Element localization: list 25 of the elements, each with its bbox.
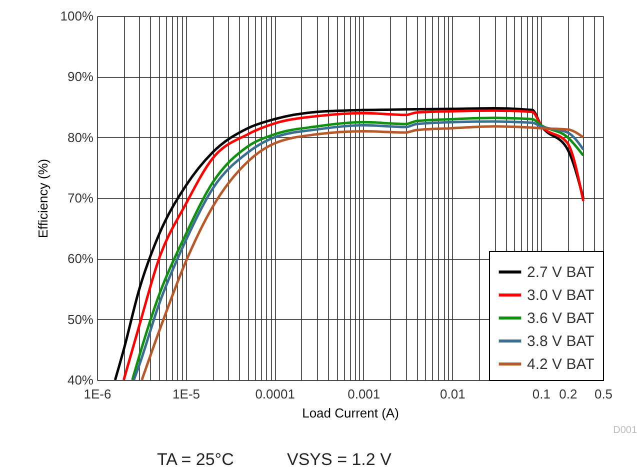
x-tick-label: 0.01 — [440, 386, 466, 402]
y-axis-title: Efficiency (%) — [35, 158, 50, 238]
y-tick-label: 50% — [67, 312, 94, 327]
legend-label: 3.0 V BAT — [527, 287, 594, 304]
y-tick-label: 80% — [67, 130, 94, 145]
text: D001 — [613, 425, 637, 436]
x-tick-label: 0.0001 — [255, 386, 295, 402]
x-axis-title: Load Current (A) — [302, 406, 399, 420]
y-tick-label: 90% — [67, 69, 94, 84]
x-tick-label: 0.001 — [348, 386, 380, 402]
legend-label: 4.2 V BAT — [527, 356, 594, 373]
y-tick-label: 70% — [67, 190, 94, 206]
text: VSYS = 1.2 V — [287, 450, 392, 467]
legend-label: 3.8 V BAT — [527, 333, 594, 350]
x-tick-label: 0.1 — [532, 386, 550, 402]
x-tick-label: 0.5 — [594, 386, 613, 402]
y-tick-label: 40% — [67, 372, 94, 388]
legend-label: 3.6 V BAT — [527, 310, 594, 327]
y-tick-label: 60% — [67, 251, 94, 266]
x-tick-label: 1E-6 — [84, 386, 112, 402]
legend-label: 2.7 V BAT — [527, 264, 594, 281]
x-tick-label: 0.2 — [559, 386, 578, 402]
text: TA = 25°C — [157, 450, 234, 467]
x-tick-label: 1E-5 — [172, 386, 200, 402]
y-tick-label: 100% — [60, 8, 94, 24]
